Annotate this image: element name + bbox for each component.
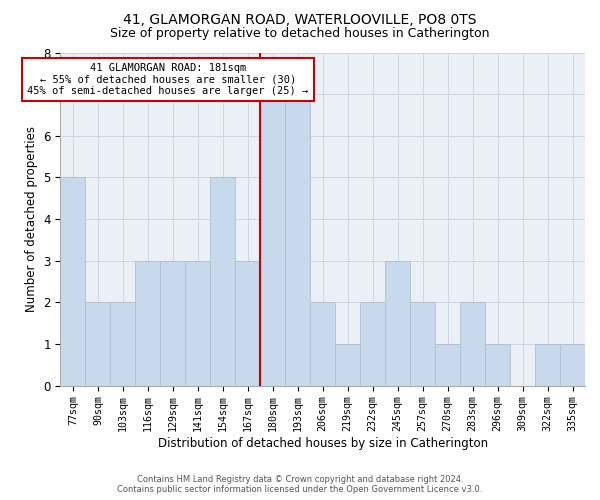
Bar (385, 261, 410, 386)
Bar (136, 261, 160, 386)
Bar (485, 344, 510, 386)
Bar (85, 302, 110, 386)
Bar (560, 344, 585, 386)
Bar (410, 302, 435, 386)
Bar (110, 302, 136, 386)
X-axis label: Distribution of detached houses by size in Catherington: Distribution of detached houses by size … (158, 437, 488, 450)
Y-axis label: Number of detached properties: Number of detached properties (25, 126, 38, 312)
Bar (460, 302, 485, 386)
Text: Contains HM Land Registry data © Crown copyright and database right 2024.
Contai: Contains HM Land Registry data © Crown c… (118, 474, 482, 494)
Bar (160, 261, 185, 386)
Text: 41, GLAMORGAN ROAD, WATERLOOVILLE, PO8 0TS: 41, GLAMORGAN ROAD, WATERLOOVILLE, PO8 0… (123, 12, 477, 26)
Bar (260, 94, 285, 386)
Text: 41 GLAMORGAN ROAD: 181sqm
← 55% of detached houses are smaller (30)
45% of semi-: 41 GLAMORGAN ROAD: 181sqm ← 55% of detac… (27, 63, 308, 96)
Bar (435, 344, 460, 386)
Bar (535, 344, 560, 386)
Bar (335, 344, 360, 386)
Bar (310, 302, 335, 386)
Bar (235, 261, 260, 386)
Bar (61, 178, 85, 386)
Bar (360, 302, 385, 386)
Bar (185, 261, 210, 386)
Bar (210, 178, 235, 386)
Text: Size of property relative to detached houses in Catherington: Size of property relative to detached ho… (110, 28, 490, 40)
Bar (285, 94, 310, 386)
